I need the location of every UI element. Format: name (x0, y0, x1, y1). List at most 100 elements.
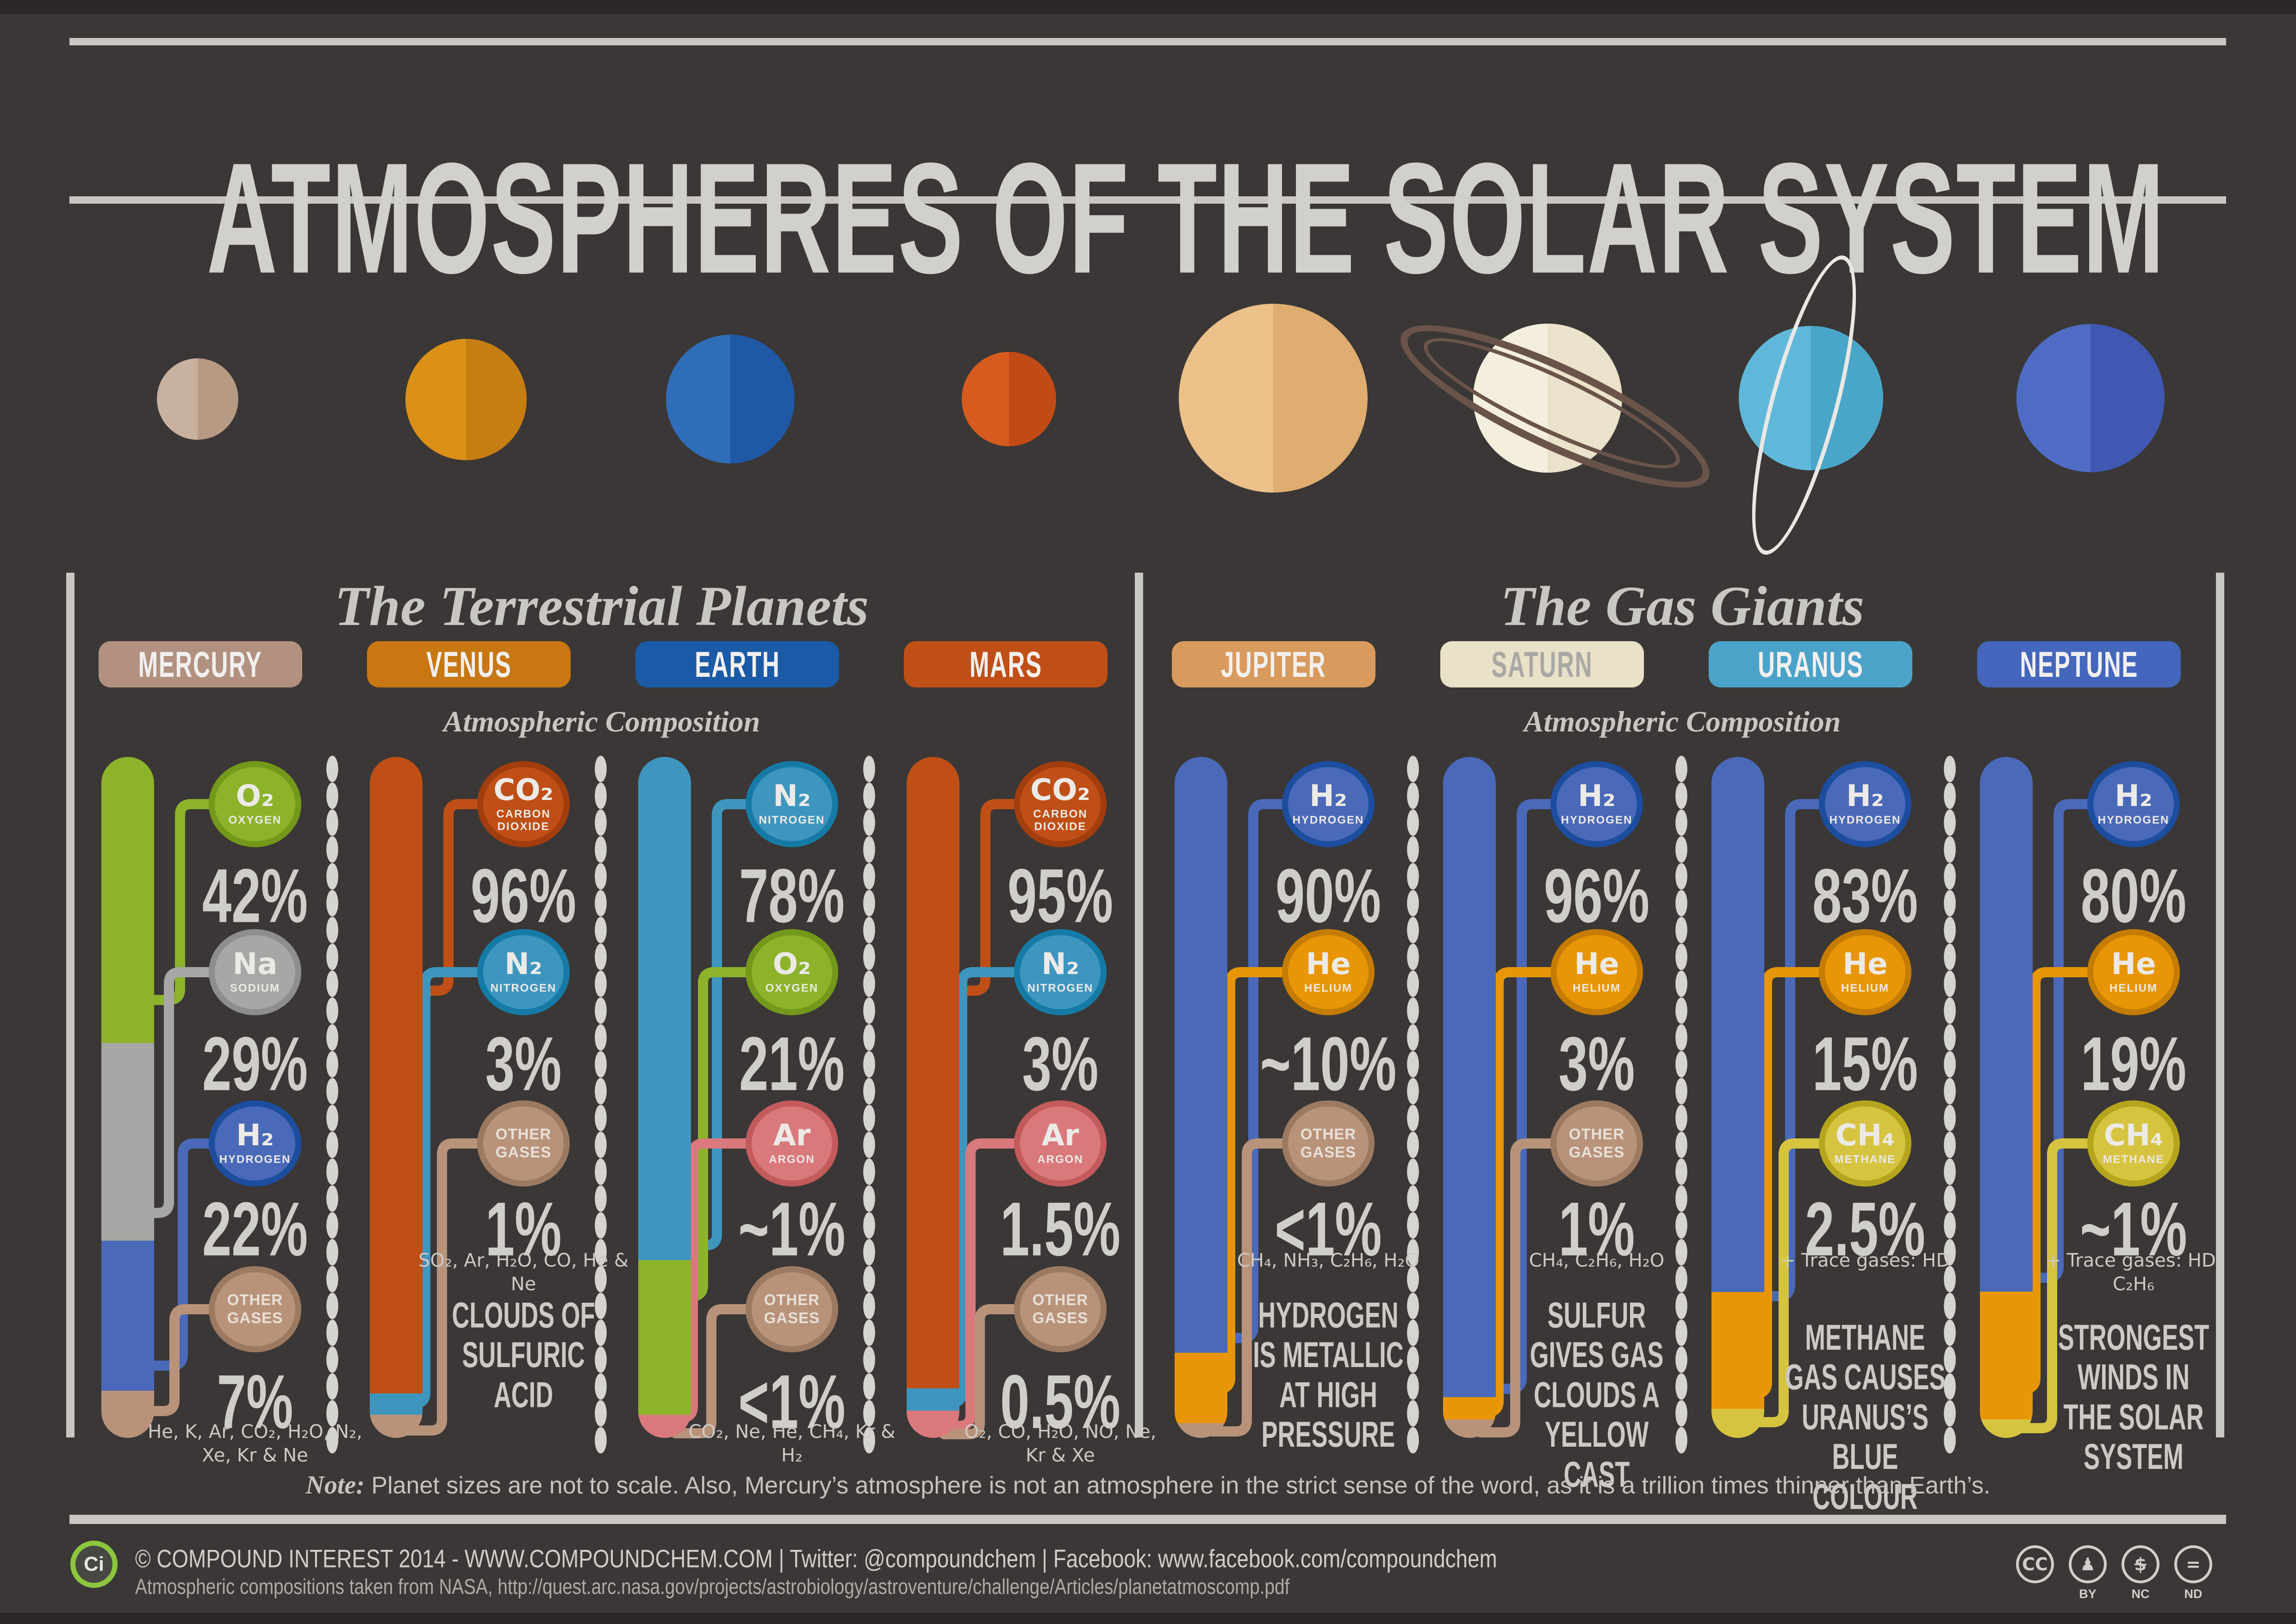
page-title: ATMOSPHERES OF THE SOLAR SYSTEM (206, 129, 2165, 306)
gas-circle-helium: He HELIUM (1282, 929, 1375, 1015)
bar-segment-nitrogen (907, 1388, 959, 1411)
gas-sublist: CH₄, C₂H₆, H₂O (1529, 1250, 1665, 1271)
gas-symbol: OTHER GASES (1568, 1125, 1625, 1161)
gas-circle-helium: He HELIUM (1550, 929, 1643, 1015)
bar-segment-nitrogen (638, 757, 691, 1260)
connector-jupiter-other (1207, 1138, 1293, 1437)
planet-badge-jupiter: JUPITER (1172, 641, 1375, 687)
title-rule-bottom (69, 196, 2226, 204)
planet-fact: HYDROGEN IS METALLIC AT HIGH PRESSURE (1253, 1294, 1404, 1455)
gas-circle-oxygen: O₂ OXYGEN (209, 761, 301, 847)
gas-name: CARBON DIOXIDE (1033, 808, 1088, 833)
gas-name: METHANE (2103, 1153, 2165, 1166)
cc-nc-icon[interactable]: $ (2122, 1545, 2159, 1583)
gas-circle-hydrogen: H₂ HYDROGEN (1282, 761, 1375, 847)
section-header-gas-giants: The Gas Giants (1500, 575, 1865, 637)
saturn-planet-icon (1473, 324, 1622, 473)
gas-circle-other: OTHER GASES (477, 1100, 570, 1187)
gas-symbol: CH₄ (2103, 1118, 2164, 1153)
dotted-separator (1675, 756, 1687, 1454)
connector-mercury-sodium (143, 967, 220, 1218)
gas-percent: 42% (202, 853, 308, 938)
gas-symbol: H₂ (2115, 779, 2153, 814)
gas-percent: ~1% (2080, 1186, 2187, 1272)
gas-percent: 96% (470, 853, 577, 938)
section-divider-middle (1135, 573, 1143, 1437)
gas-symbol: N₂ (773, 779, 811, 814)
gas-sublist: SO₂, Ar, H₂O, CO, He & Ne (418, 1250, 629, 1295)
gas-percent: 22% (202, 1186, 308, 1272)
bar-segment-hydrogen (1443, 757, 1496, 1397)
footer-source-line[interactable]: Atmospheric compositions taken from NASA… (135, 1575, 1290, 1599)
gas-name: HYDROGEN (219, 1153, 291, 1166)
gas-percent: 21% (739, 1021, 845, 1106)
logo-text: Ci (84, 1553, 104, 1575)
footnote: Note: Planet sizes are not to scale. Als… (0, 1470, 2296, 1500)
gas-name: HELIUM (1573, 982, 1621, 995)
connector-mercury-other (143, 1304, 220, 1416)
gas-symbol: CO₂ (1030, 773, 1090, 808)
gas-percent: 7% (217, 1359, 293, 1444)
equals-glyph: = (2186, 1554, 2201, 1574)
gas-circle-other: OTHER GASES (1282, 1100, 1375, 1187)
bar-segment-other (370, 1415, 423, 1438)
planet-badge-label: MERCURY (138, 644, 262, 685)
footnote-label: Note: (305, 1471, 365, 1499)
bar-segment-hydrogen (1175, 757, 1227, 1353)
gas-circle-oxygen: O₂ OXYGEN (746, 929, 838, 1015)
gas-percent: 29% (202, 1021, 308, 1106)
gas-circle-hydrogen: H₂ HYDROGEN (209, 1100, 301, 1187)
cc-nd-label: ND (2184, 1587, 2203, 1601)
gas-symbol: H₂ (1578, 779, 1616, 814)
no-dollar-glyph: $ (2134, 1554, 2147, 1574)
gas-symbol: Na (232, 947, 278, 982)
connector-mars-co2 (948, 799, 1025, 996)
bar-segment-nitrogen (370, 1393, 423, 1415)
bottom-frame-band (0, 1613, 2296, 1624)
footer-credit-line[interactable]: © COMPOUND INTEREST 2014 - WWW.COMPOUNDC… (135, 1545, 1497, 1573)
gas-percent: ~10% (1260, 1021, 1397, 1106)
gas-circle-hydrogen: H₂ HYDROGEN (1819, 761, 1911, 847)
composition-bar-saturn (1443, 757, 1496, 1438)
planet-column-mars: MARS CO₂ CARBON DIOXIDE 95% N₂ NITROGEN … (904, 0, 1166, 1624)
gas-name: ARGON (1037, 1153, 1083, 1166)
gas-circle-methane: CH₄ METHANE (1819, 1100, 1911, 1187)
gas-name: HELIUM (2109, 982, 2158, 995)
cc-nd-icon[interactable]: = (2174, 1545, 2212, 1583)
gas-percent: 15% (1812, 1021, 1918, 1106)
gas-symbol: CO₂ (493, 773, 554, 808)
uranus-planet-icon (1739, 326, 1883, 470)
dotted-separator (1944, 756, 1956, 1454)
planet-badge-mercury: MERCURY (99, 641, 302, 687)
subheader-terrestrial: Atmospheric Composition (443, 705, 760, 738)
connector-venus-co2 (411, 799, 488, 996)
gas-symbol: He (2111, 947, 2156, 982)
subheader-gas-giants: Atmospheric Composition (1524, 705, 1841, 738)
bar-segment-oxygen (638, 1260, 691, 1415)
planet-badge-earth: EARTH (635, 641, 839, 687)
cc-icon[interactable]: CC (2016, 1545, 2054, 1583)
bar-segment-helium (1711, 1292, 1764, 1409)
gas-circle-other: OTHER GASES (1014, 1266, 1107, 1352)
planet-badge-label: MARS (969, 644, 1042, 685)
gas-percent: 0.5% (1000, 1359, 1120, 1444)
gas-sublist: He, K, Ar, CO₂, H₂O, N₂, Xe, Kr & Ne (148, 1421, 362, 1467)
bar-segment-other (1175, 1423, 1227, 1438)
gas-symbol: OTHER GASES (1032, 1291, 1089, 1326)
gas-circle-nitrogen: N₂ NITROGEN (1014, 929, 1107, 1015)
gas-circle-helium: He HELIUM (1819, 929, 1911, 1015)
gas-name: HYDROGEN (1292, 814, 1364, 827)
bar-segment-other (1443, 1419, 1496, 1438)
gas-percent: 1% (485, 1186, 562, 1272)
gas-symbol: H₂ (236, 1118, 274, 1153)
gas-percent: <1% (1275, 1186, 1382, 1272)
bar-segment-helium (1175, 1353, 1227, 1423)
connector-mars-argon (939, 1138, 1025, 1431)
cc-by-person-icon[interactable]: ♟ (2069, 1545, 2107, 1583)
planet-fact: METHANE GAS CAUSES URANUS’S BLUE COLOUR (1785, 1317, 1946, 1517)
bar-segment-other (101, 1391, 154, 1438)
gas-sublist: CH₄, NH₃, C₂H₆, H₂O (1237, 1250, 1420, 1271)
planet-badge-neptune: NEPTUNE (1977, 641, 2181, 687)
gas-percent: 78% (739, 853, 845, 938)
dotted-separator (595, 756, 607, 1454)
